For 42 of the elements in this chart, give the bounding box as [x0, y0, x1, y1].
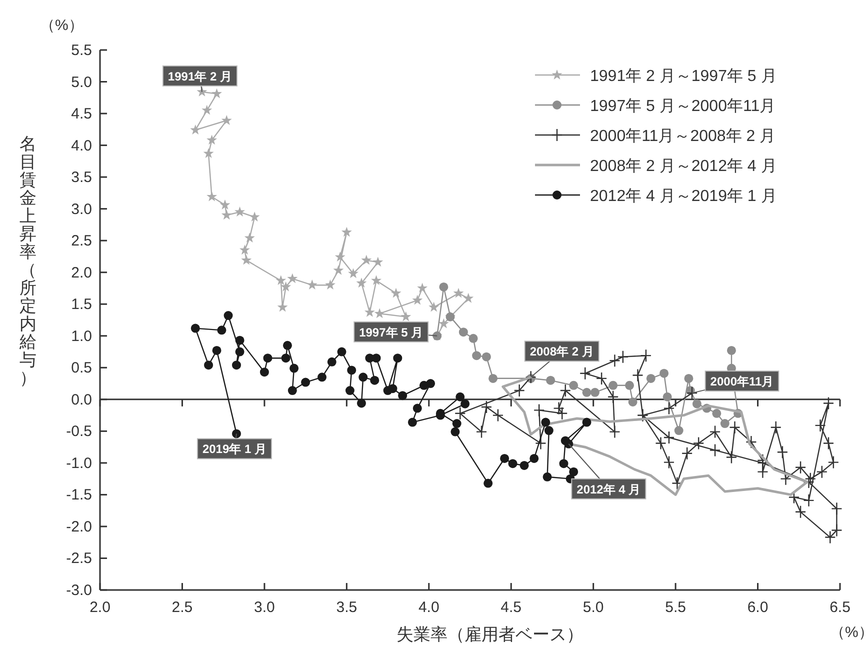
text: 名目賃金上昇率（所定内給与） — [20, 134, 36, 388]
x-tick-label: 4.0 — [418, 599, 440, 616]
x-tick-label: 6.5 — [830, 599, 850, 616]
y-tick-label: -1.5 — [66, 486, 92, 504]
y-tick-label: 0.0 — [71, 391, 92, 408]
legend-label: 2000年11月～2008年 2 月 — [590, 128, 776, 145]
x-tick-label: 2.0 — [90, 599, 110, 616]
y-tick-label: 3.0 — [71, 200, 92, 218]
y-tick-label: 3.5 — [71, 169, 92, 186]
annotation: 1991年 2 月 — [168, 69, 232, 84]
legend-label: 1991年 2 月～1997年 5 月 — [590, 68, 777, 85]
x-tick-label: 5.5 — [665, 599, 686, 616]
x-axis-title: 失業率（雇用者ベース） — [396, 625, 584, 644]
y-tick-label: -2.0 — [66, 518, 92, 536]
legend-label: 2012年 4 月～2019年 1 月 — [590, 188, 777, 205]
x-tick-label: 2.5 — [172, 599, 193, 616]
y-tick-label: 1.5 — [71, 296, 92, 314]
y-tick-label: 2.0 — [71, 264, 92, 282]
annotation: 2000年11月 — [710, 374, 774, 389]
legend-label: 1997年 5 月～2000年11月 — [590, 98, 776, 115]
x-tick-label: 6.0 — [747, 599, 768, 616]
y-tick-label: 4.5 — [71, 106, 92, 123]
y-tick-label: -1.0 — [66, 454, 92, 472]
y-tick-label: 5.5 — [71, 42, 92, 59]
text: （%） — [830, 624, 866, 641]
x-tick-label: 5.0 — [582, 599, 604, 616]
x-tick-label: 4.5 — [500, 599, 522, 616]
y-tick-label: -3.0 — [66, 582, 92, 599]
annotation: 2012年 4 月 — [576, 482, 641, 496]
y-tick-label: 1.0 — [71, 328, 92, 345]
y-tick-label: -0.5 — [66, 423, 92, 440]
x-tick-label: 3.0 — [254, 599, 275, 616]
y-tick-label: -2.5 — [66, 550, 92, 568]
y-tick-label: 0.5 — [71, 360, 92, 377]
y-tick-label: 5.0 — [71, 74, 92, 91]
text: （%） — [40, 17, 84, 34]
annotation: 2019年 1 月 — [202, 442, 267, 456]
annotation: 2008年 2 月 — [530, 344, 594, 359]
legend-label: 2008年 2 月～2012年 4 月 — [590, 158, 777, 175]
y-tick-label: 2.5 — [71, 232, 92, 250]
x-tick-label: 3.5 — [336, 599, 358, 616]
y-tick-label: 4.0 — [71, 137, 92, 154]
